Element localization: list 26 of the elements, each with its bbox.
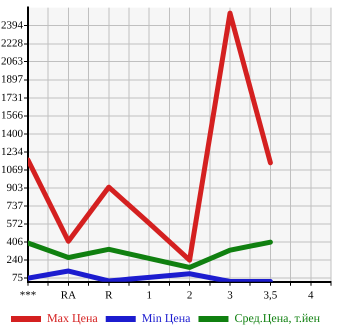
x-tick-label: R [105, 289, 114, 302]
y-tick-label: 1897 [1, 74, 24, 86]
legend-label: Сред.Цена, т.йен [234, 311, 321, 326]
x-tick-label: 1 [146, 289, 152, 302]
x-tick-label: *** [20, 289, 36, 302]
x-tick-label: 3 [227, 289, 234, 302]
y-tick-label: 572 [6, 218, 23, 230]
legend-label: Min Цена [142, 311, 192, 326]
y-tick-label: 737 [6, 200, 24, 212]
x-tick-label: 2 [186, 289, 192, 302]
y-tick-label: 903 [6, 182, 24, 194]
x-tick-label: 4 [308, 289, 314, 302]
y-tick-label: 1731 [1, 92, 23, 104]
x-tick-label: RA [60, 289, 76, 302]
y-tick-label: 1400 [1, 128, 24, 140]
y-tick-label: 1234 [1, 146, 24, 158]
legend-label: Max Цена [46, 311, 98, 326]
x-tick-label: 3,5 [264, 289, 278, 302]
y-tick-label: 406 [6, 236, 24, 248]
y-tick-label: 2063 [1, 56, 24, 68]
y-tick-label: 1069 [1, 164, 24, 176]
y-tick-label: 2394 [1, 20, 24, 32]
y-tick-label: 1566 [1, 110, 24, 122]
y-tick-label: 2228 [1, 38, 24, 50]
y-tick-label: 75 [12, 272, 24, 284]
y-tick-label: 240 [6, 254, 24, 266]
